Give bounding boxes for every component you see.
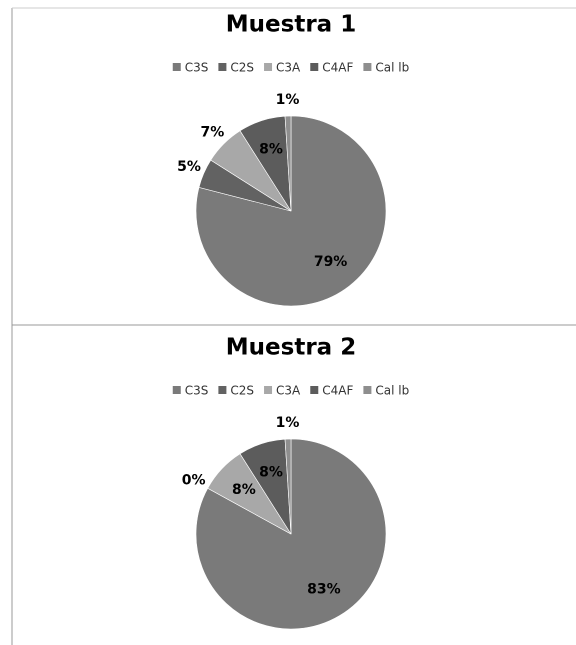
pie-slice [195,115,387,307]
legend-label: C2S [230,384,254,398]
legend-swatch [363,63,372,71]
legend-label: C3S [185,61,209,75]
pie-slice [284,115,292,212]
legend-swatch [363,386,372,394]
legend-swatch [310,63,319,71]
legend-label: Cal lb [375,384,409,398]
data-label: 0% [182,472,206,488]
data-label: 5% [177,159,201,175]
legend-swatch [172,63,181,71]
data-label: 1% [276,92,300,108]
legend-label: C3A [276,384,301,398]
data-label: 79% [314,254,348,270]
pie-slice [284,438,292,535]
legend-label: C4AF [322,61,353,75]
legend-label: Cal lb [375,61,409,75]
data-label: 7% [201,124,225,140]
data-label: 8% [232,482,256,498]
legend-swatch [310,386,319,394]
chart-title: Muestra 1 [226,12,356,38]
data-label: 8% [259,465,283,481]
legend-label: C4AF [322,384,353,398]
data-label: 8% [259,142,283,158]
legend-swatch [218,386,227,394]
legend-label: C2S [230,61,254,75]
legend-label: C3A [276,61,301,75]
data-label: 83% [307,582,341,598]
data-label: 1% [276,415,300,431]
chart-title: Muestra 2 [226,335,356,361]
legend-swatch [218,63,227,71]
legend-label: C3S [185,384,209,398]
legend-swatch [264,63,273,71]
legend-swatch [172,386,181,394]
legend-swatch [264,386,273,394]
